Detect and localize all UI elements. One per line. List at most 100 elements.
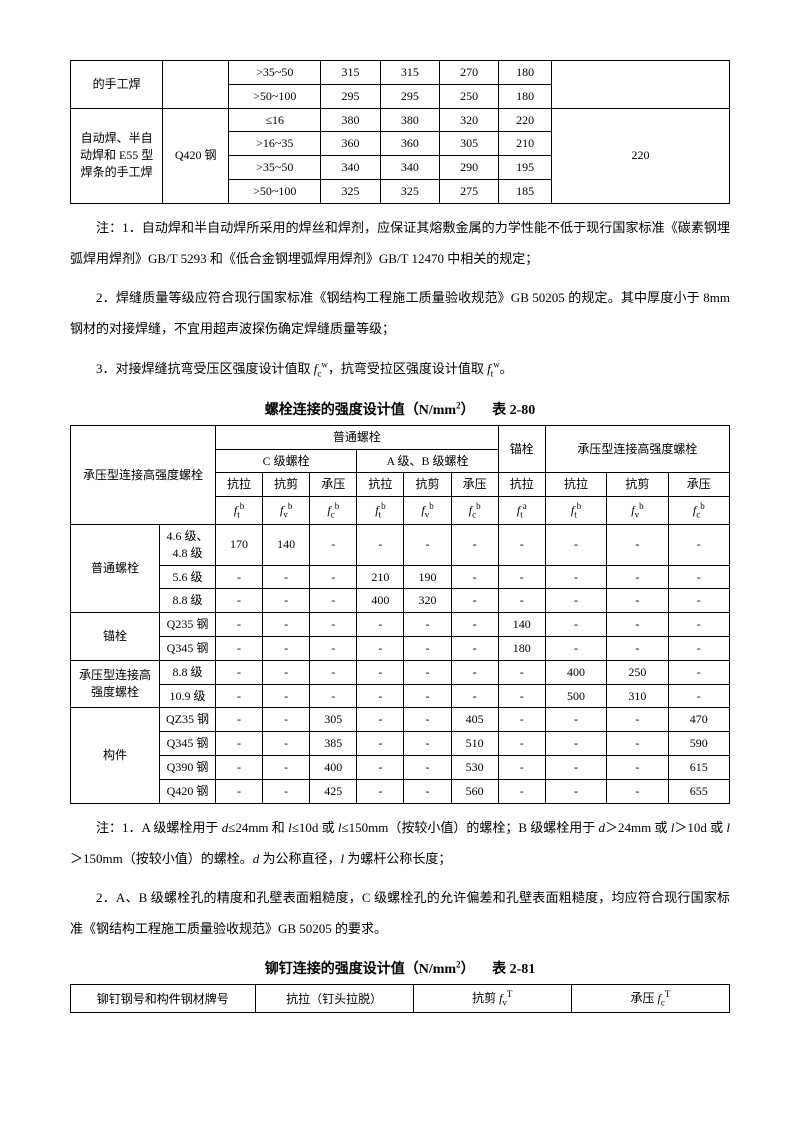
cell: Q345 钢 bbox=[160, 637, 216, 661]
cell-thickness: ≤16 bbox=[229, 108, 321, 132]
table-row: Q345 钢 --385--510---590 bbox=[71, 732, 730, 756]
cell: - bbox=[451, 525, 498, 566]
cell: - bbox=[215, 708, 262, 732]
symbol-cell: fvb bbox=[263, 497, 310, 525]
header-cell: 承压型连接高强度螺栓 bbox=[545, 425, 729, 473]
cell: - bbox=[263, 732, 310, 756]
cell: 470 bbox=[668, 708, 729, 732]
cell-value: 195 bbox=[499, 156, 552, 180]
cell: - bbox=[310, 660, 357, 684]
symbol-cell: ftb bbox=[545, 497, 606, 525]
cell: - bbox=[607, 708, 668, 732]
note-text: ，抗弯受拉区强度设计值取 bbox=[328, 361, 487, 376]
cell: 10.9 级 bbox=[160, 684, 216, 708]
note-text: 为公称直径， bbox=[259, 851, 340, 866]
cell-material: Q420 钢 bbox=[163, 108, 229, 203]
cell: - bbox=[404, 684, 451, 708]
note-text: ＞24mm 或 bbox=[605, 820, 671, 835]
cell: - bbox=[451, 613, 498, 637]
title-unit: （N/mm bbox=[405, 403, 456, 418]
header-cell: C 级螺栓 bbox=[215, 449, 356, 473]
cell: - bbox=[263, 589, 310, 613]
note-bolt-1: 注：1．A 级螺栓用于 d≤24mm 和 l≤10d 或 l≤150mm（按较小… bbox=[70, 812, 730, 874]
cell: - bbox=[607, 589, 668, 613]
cell: - bbox=[668, 660, 729, 684]
cell: - bbox=[451, 589, 498, 613]
cell-value: 185 bbox=[499, 179, 552, 203]
superscript: T bbox=[665, 989, 671, 999]
cell: - bbox=[498, 732, 545, 756]
cell: - bbox=[404, 525, 451, 566]
cell: - bbox=[404, 732, 451, 756]
cell: - bbox=[404, 779, 451, 803]
note-bolt-2: 2．A、B 级螺栓孔的精度和孔壁表面粗糙度，C 级螺栓孔的允许偏差和孔壁表面粗糙… bbox=[70, 882, 730, 944]
title-unit: （N/mm bbox=[405, 962, 456, 977]
note-text: ＞10d 或 bbox=[674, 820, 726, 835]
cell: Q390 钢 bbox=[160, 756, 216, 780]
cell: - bbox=[215, 565, 262, 589]
cell-value: 315 bbox=[321, 61, 380, 85]
note-2: 2．焊缝质量等级应符合现行国家标准《钢结构工程施工质量验收规范》GB 50205… bbox=[70, 282, 730, 344]
table-rivet-strength: 铆钉钢号和构件钢材牌号 抗拉（钉头拉脱） 抗剪 fvT 承压 fcT bbox=[70, 984, 730, 1013]
cell: - bbox=[668, 589, 729, 613]
note-text: 为螺杆公称长度； bbox=[344, 851, 451, 866]
cell: - bbox=[215, 732, 262, 756]
cell-value: 295 bbox=[321, 84, 380, 108]
cell: 310 bbox=[607, 684, 668, 708]
header-cell: 承压 bbox=[310, 473, 357, 497]
title-text: 铆钉连接的强度设计值 bbox=[265, 962, 405, 977]
table-row: 构件 QZ35 钢 --305--405---470 bbox=[71, 708, 730, 732]
cell-thickness: >35~50 bbox=[229, 61, 321, 85]
cell-value: 210 bbox=[499, 132, 552, 156]
row-group: 承压型连接高强度螺栓 bbox=[71, 660, 160, 708]
cell-value: 180 bbox=[499, 61, 552, 85]
cell: - bbox=[545, 756, 606, 780]
cell: 5.6 级 bbox=[160, 565, 216, 589]
cell: - bbox=[607, 732, 668, 756]
cell: - bbox=[357, 684, 404, 708]
document-page: 的手工焊 >35~50 315 315 270 180 >50~100 295 … bbox=[0, 0, 800, 1053]
table-title-bolts: 螺栓连接的强度设计值（N/mm2） 表 2-80 bbox=[70, 399, 730, 419]
cell: - bbox=[310, 525, 357, 566]
cell: - bbox=[607, 525, 668, 566]
symbol-cell: fcb bbox=[310, 497, 357, 525]
cell-value: 275 bbox=[439, 179, 498, 203]
table-row: 普通螺栓 4.6 级、4.8 级 170140-------- bbox=[71, 525, 730, 566]
cell: - bbox=[310, 637, 357, 661]
note-text: ≤24mm 和 bbox=[228, 820, 288, 835]
cell: - bbox=[215, 779, 262, 803]
table-row: 5.6 级 ---210190----- bbox=[71, 565, 730, 589]
cell: - bbox=[215, 589, 262, 613]
title-ref: ） 表 2-81 bbox=[461, 962, 536, 977]
cell-thickness: >50~100 bbox=[229, 179, 321, 203]
table-row: 锚栓 Q235 钢 ------140--- bbox=[71, 613, 730, 637]
cell: - bbox=[357, 756, 404, 780]
cell: - bbox=[607, 756, 668, 780]
table-title-rivets: 铆钉连接的强度设计值（N/mm2） 表 2-81 bbox=[70, 958, 730, 978]
cell: - bbox=[668, 525, 729, 566]
cell-value bbox=[552, 61, 730, 109]
header-row: 承压型连接高强度螺栓 普通螺栓 锚栓 承压型连接高强度螺栓 bbox=[71, 425, 730, 449]
symbol-cell: ftb bbox=[357, 497, 404, 525]
cell: - bbox=[357, 708, 404, 732]
header-cell: A 级、B 级螺栓 bbox=[357, 449, 498, 473]
cell: - bbox=[357, 732, 404, 756]
subscript: t bbox=[491, 368, 494, 378]
cell: 400 bbox=[545, 660, 606, 684]
note-text: 。 bbox=[500, 361, 513, 376]
cell: - bbox=[668, 637, 729, 661]
cell: - bbox=[607, 565, 668, 589]
cell: - bbox=[607, 613, 668, 637]
cell: Q420 钢 bbox=[160, 779, 216, 803]
table-weld-strength: 的手工焊 >35~50 315 315 270 180 >50~100 295 … bbox=[70, 60, 730, 204]
cell-value: 380 bbox=[380, 108, 439, 132]
cell-value: 360 bbox=[380, 132, 439, 156]
cell: - bbox=[357, 525, 404, 566]
cell: - bbox=[498, 565, 545, 589]
cell: 8.8 级 bbox=[160, 589, 216, 613]
cell: - bbox=[451, 637, 498, 661]
cell: - bbox=[357, 637, 404, 661]
cell: Q235 钢 bbox=[160, 613, 216, 637]
cell: 140 bbox=[263, 525, 310, 566]
cell: 320 bbox=[404, 589, 451, 613]
